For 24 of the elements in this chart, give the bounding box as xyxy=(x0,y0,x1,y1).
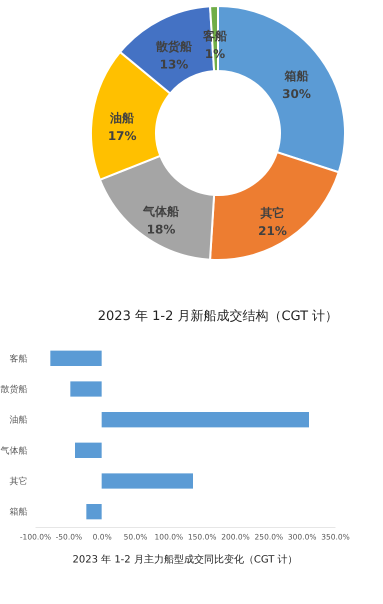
slice-label: 油船 xyxy=(109,110,134,125)
y-tick-label: 散货船 xyxy=(0,384,28,395)
data-label: 18% xyxy=(146,222,176,236)
data-label: 13% xyxy=(160,58,188,72)
slice-label: 箱船 xyxy=(283,68,308,83)
slice-label: 散货船 xyxy=(154,40,192,54)
y-tick-label: 客船 xyxy=(10,353,28,364)
data-label: 17% xyxy=(108,128,137,143)
text: 2023 年 1-2 月主力船型成交同比变化（CGT 计） xyxy=(72,554,298,566)
y-tick-label: 箱船 xyxy=(10,506,28,518)
bar xyxy=(102,412,309,428)
bar xyxy=(70,381,102,397)
bar xyxy=(102,473,193,489)
data-label: 21% xyxy=(258,224,287,238)
y-tick-label: 其它 xyxy=(10,476,28,487)
y-tick-label: 油船 xyxy=(10,414,28,426)
y-tick-label: 气体船 xyxy=(0,445,28,456)
slice-label: 气体船 xyxy=(142,204,179,218)
text: 2023 年 1-2 月新船成交结构（CGT 计） xyxy=(98,308,338,324)
bar xyxy=(75,442,102,458)
bar xyxy=(86,504,102,520)
bar xyxy=(50,350,102,366)
data-label: 30% xyxy=(282,86,311,101)
slice-label: 其它 xyxy=(260,206,285,220)
